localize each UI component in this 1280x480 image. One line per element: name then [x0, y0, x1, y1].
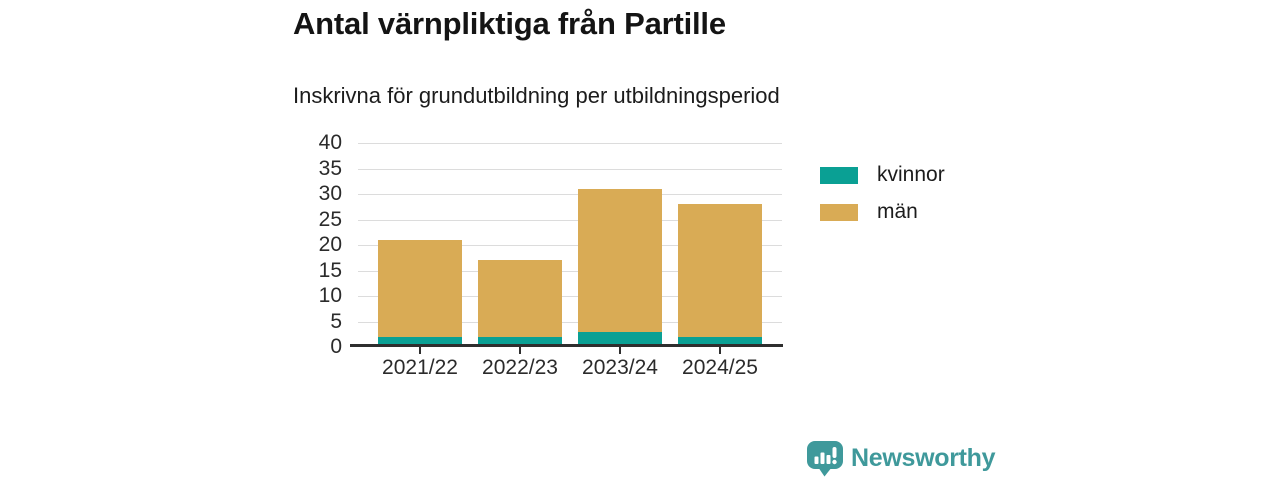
newsworthy-branding[interactable]: Newsworthy	[806, 440, 996, 477]
bar-segment-män	[578, 188, 662, 332]
y-axis-tick-label: 0	[330, 335, 342, 358]
legend-item-män: män	[820, 200, 945, 224]
x-axis-tick	[619, 347, 621, 354]
bar-segment-kvinnor	[478, 336, 562, 347]
x-axis-tick	[719, 347, 721, 354]
gridline-y-30	[358, 194, 782, 195]
y-axis-tick-label: 15	[318, 258, 342, 282]
bar-segment-kvinnor	[378, 336, 462, 347]
y-axis-tick-label: 30	[318, 182, 342, 205]
gridline-y-35	[358, 168, 782, 170]
chart-title: Antal värnpliktiga från Partille	[293, 6, 726, 41]
gridline-y-20	[358, 245, 782, 246]
bar-segment-kvinnor	[578, 331, 662, 347]
x-axis-tick	[419, 347, 421, 354]
x-axis-tick	[519, 347, 521, 354]
newsworthy-chart-bubble-icon	[807, 441, 843, 477]
gridline-y-5	[358, 321, 782, 323]
bar-segment-kvinnor	[678, 336, 762, 347]
chart-subtitle: Inskrivna för grundutbildning per utbild…	[293, 83, 780, 108]
x-axis-tick-label: 2024/25	[682, 356, 758, 379]
gridline-y-10	[358, 296, 782, 297]
x-axis-tick-label: 2022/23	[482, 356, 558, 379]
y-axis-tick-label: 25	[318, 207, 342, 231]
y-axis-tick-label: 20	[318, 233, 342, 256]
gridline-y-40	[358, 143, 782, 144]
legend-label: kvinnor	[877, 163, 945, 186]
gridline-y-25	[358, 219, 782, 221]
legend-swatch-män	[820, 203, 858, 221]
x-axis-tick-label: 2021/22	[382, 356, 458, 379]
y-axis-tick-label: 10	[318, 284, 342, 307]
bar-segment-män	[478, 260, 562, 337]
plot-area: 40 35 30 25 20 15 10 5 0 2021/22 2022/23 2023/24 202…	[319, 131, 783, 379]
y-axis-tick-label: 40	[318, 131, 342, 154]
legend-label: män	[877, 200, 918, 223]
x-axis-line	[350, 344, 783, 347]
bar-segment-män	[678, 204, 762, 337]
x-axis-tick-label: 2023/24	[582, 356, 658, 379]
newsworthy-logo-text: Newsworthy	[851, 444, 996, 472]
y-axis-tick-label: 5	[330, 309, 342, 333]
legend-swatch-kvinnor	[820, 166, 858, 184]
gridline-y-15	[358, 270, 782, 272]
legend-item-kvinnor: kvinnor	[820, 163, 945, 187]
bar-segment-män	[378, 239, 462, 337]
legend: kvinnor män	[820, 163, 945, 237]
y-axis-tick-label: 35	[318, 156, 342, 180]
